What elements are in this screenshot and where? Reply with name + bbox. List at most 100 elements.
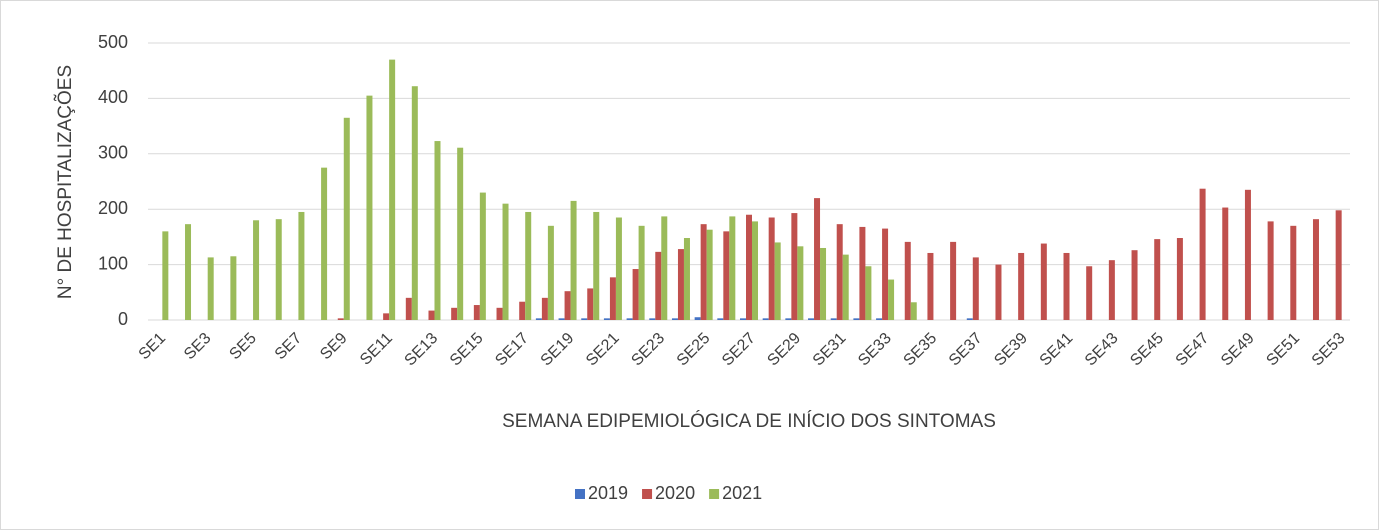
bar — [1086, 266, 1093, 320]
bar — [700, 224, 707, 320]
y-tick-label: 300 — [98, 143, 128, 163]
bar — [535, 318, 542, 320]
bar — [927, 252, 934, 320]
bar — [185, 224, 192, 320]
bar — [694, 317, 701, 320]
bar — [717, 318, 724, 320]
bar — [729, 216, 736, 320]
bar — [1131, 250, 1138, 320]
bar — [321, 167, 328, 320]
bar — [434, 141, 441, 320]
bar — [1244, 189, 1251, 320]
bar — [473, 305, 480, 320]
bar — [1312, 219, 1319, 320]
bar — [723, 231, 730, 320]
bar — [298, 211, 305, 320]
bar — [525, 211, 532, 320]
bar — [859, 226, 866, 320]
legend-label: 2021 — [722, 483, 762, 503]
legend-swatch — [642, 489, 653, 499]
bar — [785, 318, 792, 320]
bar — [343, 117, 350, 320]
bar — [808, 318, 815, 320]
bar — [479, 192, 486, 320]
legend-label: 2020 — [655, 483, 695, 503]
bar — [457, 147, 464, 320]
bar — [1222, 207, 1229, 320]
bar — [677, 249, 684, 320]
bar — [774, 242, 781, 320]
bar — [638, 225, 645, 320]
bar — [768, 217, 775, 320]
bar — [865, 266, 872, 320]
bar — [405, 297, 412, 320]
legend-swatch — [709, 489, 720, 499]
bar — [972, 257, 979, 320]
legend-swatch — [575, 489, 585, 499]
bar — [1176, 238, 1183, 320]
bar — [706, 229, 713, 320]
bar — [853, 318, 860, 320]
bar — [162, 231, 169, 320]
bar — [1335, 210, 1342, 320]
bar — [337, 318, 344, 320]
bar — [519, 301, 526, 320]
x-axis-title: SEMANA EDIPEMIOLÓGICA DE INÍCIO DOS SINT… — [502, 410, 996, 432]
bar — [671, 318, 678, 320]
bar — [655, 251, 662, 320]
bar — [649, 318, 656, 320]
bar — [502, 203, 509, 320]
bar — [626, 318, 633, 320]
bar — [830, 318, 837, 320]
bar — [683, 238, 690, 320]
bar — [836, 224, 843, 320]
bar — [814, 198, 821, 320]
y-axis-title: N° DE HOSPITALIZAÇÕES — [54, 65, 76, 299]
bar — [253, 220, 260, 320]
legend-label: 2019 — [588, 483, 628, 503]
bar — [428, 310, 435, 320]
bar — [746, 214, 752, 320]
bar — [389, 59, 396, 321]
bar — [1199, 188, 1206, 320]
bar — [888, 279, 895, 320]
bar — [1154, 239, 1161, 320]
bar — [558, 318, 565, 320]
bar — [797, 246, 804, 320]
bar — [1267, 221, 1274, 320]
bar — [910, 302, 917, 320]
bar — [547, 225, 554, 320]
bar — [820, 247, 827, 320]
bar — [615, 217, 622, 320]
bar — [1040, 243, 1047, 320]
bar — [876, 318, 883, 320]
bar — [581, 318, 588, 320]
bar — [275, 219, 282, 320]
bar — [587, 288, 594, 320]
bar — [383, 313, 390, 320]
bar — [603, 318, 610, 320]
bar — [451, 307, 458, 320]
bar — [762, 318, 769, 320]
y-tick-label: 200 — [98, 198, 128, 218]
bar — [207, 257, 214, 320]
bar — [1108, 260, 1115, 320]
bar — [882, 228, 889, 320]
bar — [950, 241, 957, 320]
bar — [740, 318, 746, 320]
bar — [1063, 252, 1070, 320]
bar — [661, 216, 668, 320]
bar — [995, 264, 1002, 320]
bar — [842, 254, 849, 320]
bar — [752, 221, 758, 320]
bar — [904, 241, 911, 320]
y-tick-label: 500 — [98, 32, 128, 52]
bar — [593, 211, 600, 320]
y-tick-label: 400 — [98, 87, 128, 107]
bar — [632, 269, 639, 320]
bar — [564, 291, 571, 320]
bar — [411, 86, 418, 320]
bar — [496, 307, 503, 320]
bar — [966, 318, 973, 320]
bar — [791, 213, 798, 320]
